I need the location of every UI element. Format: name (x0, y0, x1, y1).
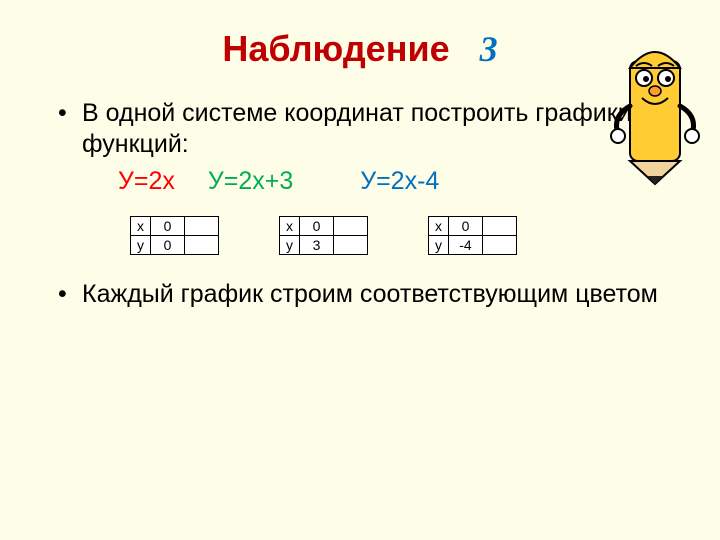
cell-x0: 0 (300, 216, 334, 235)
table-3: x 0 y -4 (428, 216, 517, 255)
cell-blank (185, 216, 219, 235)
cell-blank (334, 216, 368, 235)
table-row: y -4 (429, 235, 517, 254)
title-main: Наблюдение (222, 28, 449, 69)
cell-y-label: y (429, 235, 449, 254)
cell-y-label: y (280, 235, 300, 254)
cell-blank (185, 235, 219, 254)
pencil-icon (600, 6, 710, 186)
title-number: 3 (480, 29, 498, 69)
cell-y-label: y (131, 235, 151, 254)
table-row: y 3 (280, 235, 368, 254)
table-row: y 0 (131, 235, 219, 254)
formula-1: У=2х (118, 167, 175, 196)
formula-row: У=2х У=2х+3 У=2х-4 (50, 167, 670, 196)
cell-blank (334, 235, 368, 254)
cell-x0: 0 (151, 216, 185, 235)
bullet-2: Каждый график строим соответствующим цве… (50, 279, 670, 310)
cell-y0: 3 (300, 235, 334, 254)
cell-x0: 0 (449, 216, 483, 235)
cell-x-label: x (429, 216, 449, 235)
table-row: x 0 (131, 216, 219, 235)
formula-2: У=2х+3 (208, 167, 293, 196)
table-row: x 0 (280, 216, 368, 235)
cell-x-label: x (280, 216, 300, 235)
table-2: x 0 y 3 (279, 216, 368, 255)
cell-blank (483, 235, 517, 254)
formula-3: У=2х-4 (360, 167, 439, 196)
cell-blank (483, 216, 517, 235)
table-row: x 0 (429, 216, 517, 235)
tables-row: x 0 y 0 x 0 y 3 x (50, 216, 670, 255)
cell-x-label: x (131, 216, 151, 235)
cell-y0: -4 (449, 235, 483, 254)
cell-y0: 0 (151, 235, 185, 254)
bullet-1: В одной системе координат построить граф… (50, 98, 670, 161)
table-1: x 0 y 0 (130, 216, 219, 255)
